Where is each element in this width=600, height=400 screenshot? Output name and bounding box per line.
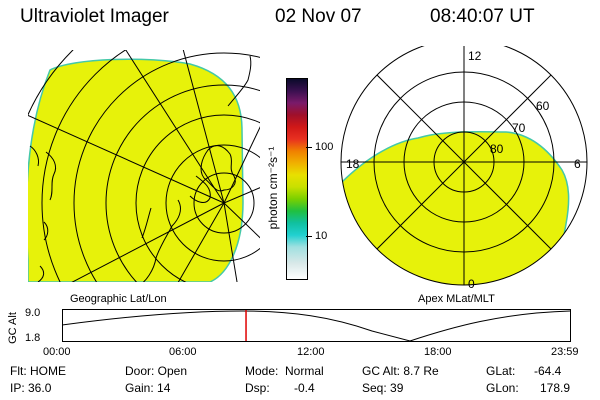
status-seq: Seq: 39 xyxy=(362,381,404,395)
coastlines xyxy=(29,55,252,282)
lat-lon-grid xyxy=(28,50,260,282)
timeline-xtick-2359: 23:59 xyxy=(551,346,579,358)
apex-glow-region xyxy=(341,131,570,285)
colorbar xyxy=(286,78,308,280)
timeline-plot[interactable] xyxy=(62,309,572,343)
mlat-label-80: 80 xyxy=(490,142,504,156)
timeline-xtick-1200: 12:00 xyxy=(297,346,325,358)
mlat-label-70: 70 xyxy=(512,121,526,135)
geographic-map-panel xyxy=(28,50,260,282)
timeline-axis-label: GC Alt xyxy=(7,312,19,344)
instrument-title: Ultraviolet Imager xyxy=(20,6,169,27)
timeline-xtick-0600: 06:00 xyxy=(169,346,197,358)
mlt-label-top: 12 xyxy=(468,49,482,63)
timeline-ytick-max: 9.0 xyxy=(25,307,41,319)
mlt-label-right: 6 xyxy=(574,157,581,171)
mlat-mlt-grid xyxy=(340,46,588,286)
colorbar-label-100: 100 xyxy=(315,141,334,153)
timeline-ytick-min: 1.8 xyxy=(25,332,41,344)
status-gain: Gain: 14 xyxy=(125,381,171,395)
mlt-label-left: 18 xyxy=(346,157,360,171)
auroral-glow-region xyxy=(28,58,244,282)
status-glat-value: -64.4 xyxy=(534,364,562,378)
status-flight: Flt: HOME xyxy=(10,364,66,378)
image-time: 08:40:07 UT xyxy=(430,6,535,27)
status-mode-label: Mode: xyxy=(245,364,279,378)
mlt-label-bottom: 0 xyxy=(468,277,475,291)
colorbar-tick-10 xyxy=(306,236,312,237)
status-door: Door: Open xyxy=(125,364,188,378)
status-glat-label: GLat: xyxy=(486,364,516,378)
geographic-panel-label: Geographic Lat/Lon xyxy=(70,293,167,305)
timeline-xtick-0000: 00:00 xyxy=(43,346,71,358)
apex-polar-panel: 12 18 6 0 60 70 80 xyxy=(340,46,588,291)
apex-panel-label: Apex MLat/MLT xyxy=(418,293,495,305)
colorbar-unit-label: photon cm⁻²s⁻¹ xyxy=(266,146,280,230)
status-dsp-value: -0.4 xyxy=(294,381,315,395)
timeline-xtick-1800: 18:00 xyxy=(424,346,452,358)
status-glon-value: 178.9 xyxy=(540,381,571,395)
status-mode-value: Normal xyxy=(285,364,324,378)
image-date: 02 Nov 07 xyxy=(275,6,362,27)
status-ip: IP: 36.0 xyxy=(10,381,52,395)
status-dsp-label: Dsp: xyxy=(245,381,270,395)
colorbar-tick-100 xyxy=(306,147,312,148)
mlat-label-60: 60 xyxy=(536,99,550,113)
status-gc-alt: GC Alt: 8.7 Re xyxy=(362,364,439,378)
status-glon-label: GLon: xyxy=(486,381,519,395)
colorbar-label-10: 10 xyxy=(315,230,328,242)
gc-altitude-curve xyxy=(62,310,571,342)
